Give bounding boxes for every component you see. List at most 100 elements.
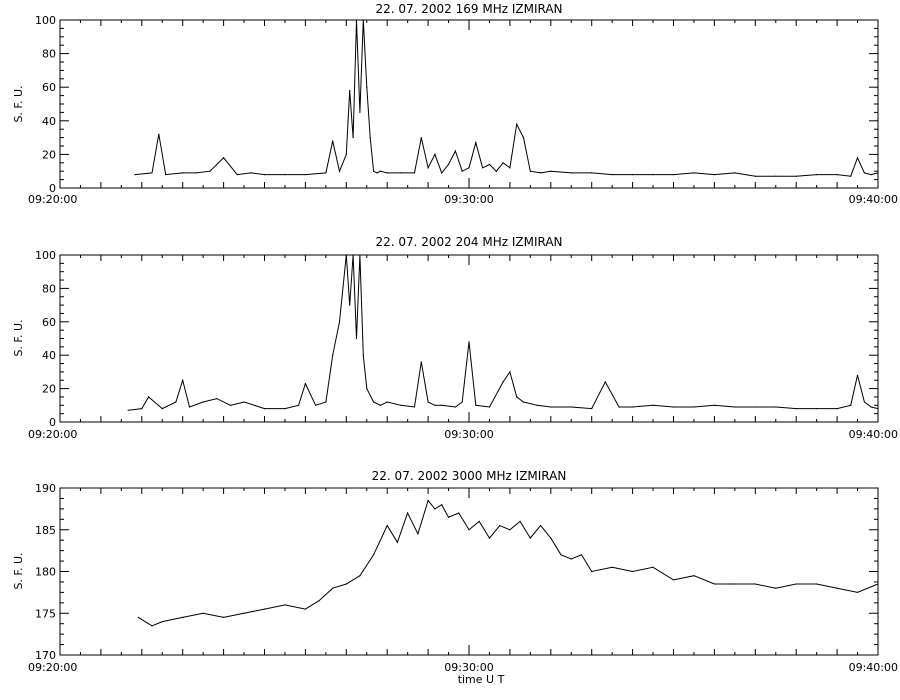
data-point [447,163,450,166]
data-point [734,583,736,585]
data-point [540,525,542,527]
data-point [427,499,429,502]
data-point [362,354,364,356]
data-point [693,406,695,408]
data-point [502,381,504,383]
data-point [355,19,358,21]
y-axis-label: S. F. U. [12,552,25,589]
series-line-1 [134,19,879,177]
data-point [672,174,675,176]
data-point [632,406,634,408]
data-point [417,533,419,535]
data-point [349,90,351,92]
data-point [713,174,716,176]
data-point [345,153,347,155]
data-point [127,409,129,411]
chart-title: 22. 07. 2002 204 MHz IZMIRAN [375,235,562,249]
data-point [332,354,334,356]
data-point [400,172,402,174]
data-point [611,174,613,176]
data-point [458,512,460,514]
data-point [499,525,501,527]
data-point [182,379,184,381]
data-point [529,537,531,539]
data-point [775,175,777,177]
data-point [652,566,654,568]
data-point [488,537,491,539]
data-point [713,404,716,406]
data-point [516,396,518,398]
data-point [570,172,572,174]
data-point [475,142,477,144]
x-tick-label: 09:20:00 [28,661,77,674]
data-point [369,137,371,139]
data-point [754,583,756,585]
data-point [529,170,531,172]
data-point [877,408,879,410]
data-point [338,321,341,323]
data-point [284,604,286,606]
data-point [478,520,480,523]
data-point [495,170,497,172]
data-point [863,401,866,403]
data-point [672,406,675,408]
x-tick-label: 09:20:00 [28,428,77,441]
data-point [400,404,402,406]
data-point [850,175,852,177]
data-point [522,401,525,403]
data-point [836,174,838,176]
data-point [373,554,375,556]
data-point [502,162,504,164]
data-point [468,341,470,343]
data-point [850,404,852,406]
data-point [540,172,542,174]
data-point [420,361,422,363]
data-point [250,172,252,174]
data-point [632,570,634,573]
data-point [352,137,354,139]
y-axis-label: S. F. U. [12,85,25,122]
data-point [362,19,364,21]
data-point [359,254,361,256]
data-point [413,406,416,408]
data-point [856,591,859,594]
data-point [795,175,797,177]
data-point [734,172,736,174]
data-point [182,172,184,174]
data-point [359,575,361,577]
plot-frame [59,254,879,423]
y-tick-label: 40 [42,349,56,362]
y-tick-label: 20 [42,383,56,396]
y-tick-label: 60 [42,316,56,329]
data-point [373,170,375,172]
plot-frame [59,19,879,189]
data-point [304,174,306,176]
data-point [816,174,818,176]
data-point [158,133,160,135]
data-point [618,406,620,408]
data-point [318,600,320,602]
data-point [137,616,139,619]
data-point [332,140,334,142]
data-point [816,408,818,410]
data-point [652,404,654,406]
data-point [693,172,695,174]
data-point [304,383,306,385]
data-point [550,537,552,539]
x-tick-label: 09:30:00 [444,193,493,206]
data-point [454,406,456,408]
data-point [396,541,398,543]
x-tick-label: 09:20:00 [28,193,77,206]
data-point [816,583,818,585]
y-tick-label: 20 [42,148,56,161]
y-tick-label: 100 [35,249,56,262]
x-tick-label: 09:40:00 [849,428,898,441]
data-point [693,575,695,577]
data-point [516,123,518,125]
data-point [509,167,511,169]
y-tick-label: 0 [49,416,56,429]
y-tick-label: 40 [42,115,56,128]
y-tick-label: 185 [35,524,56,537]
data-point [345,254,347,256]
data-point [359,111,361,113]
